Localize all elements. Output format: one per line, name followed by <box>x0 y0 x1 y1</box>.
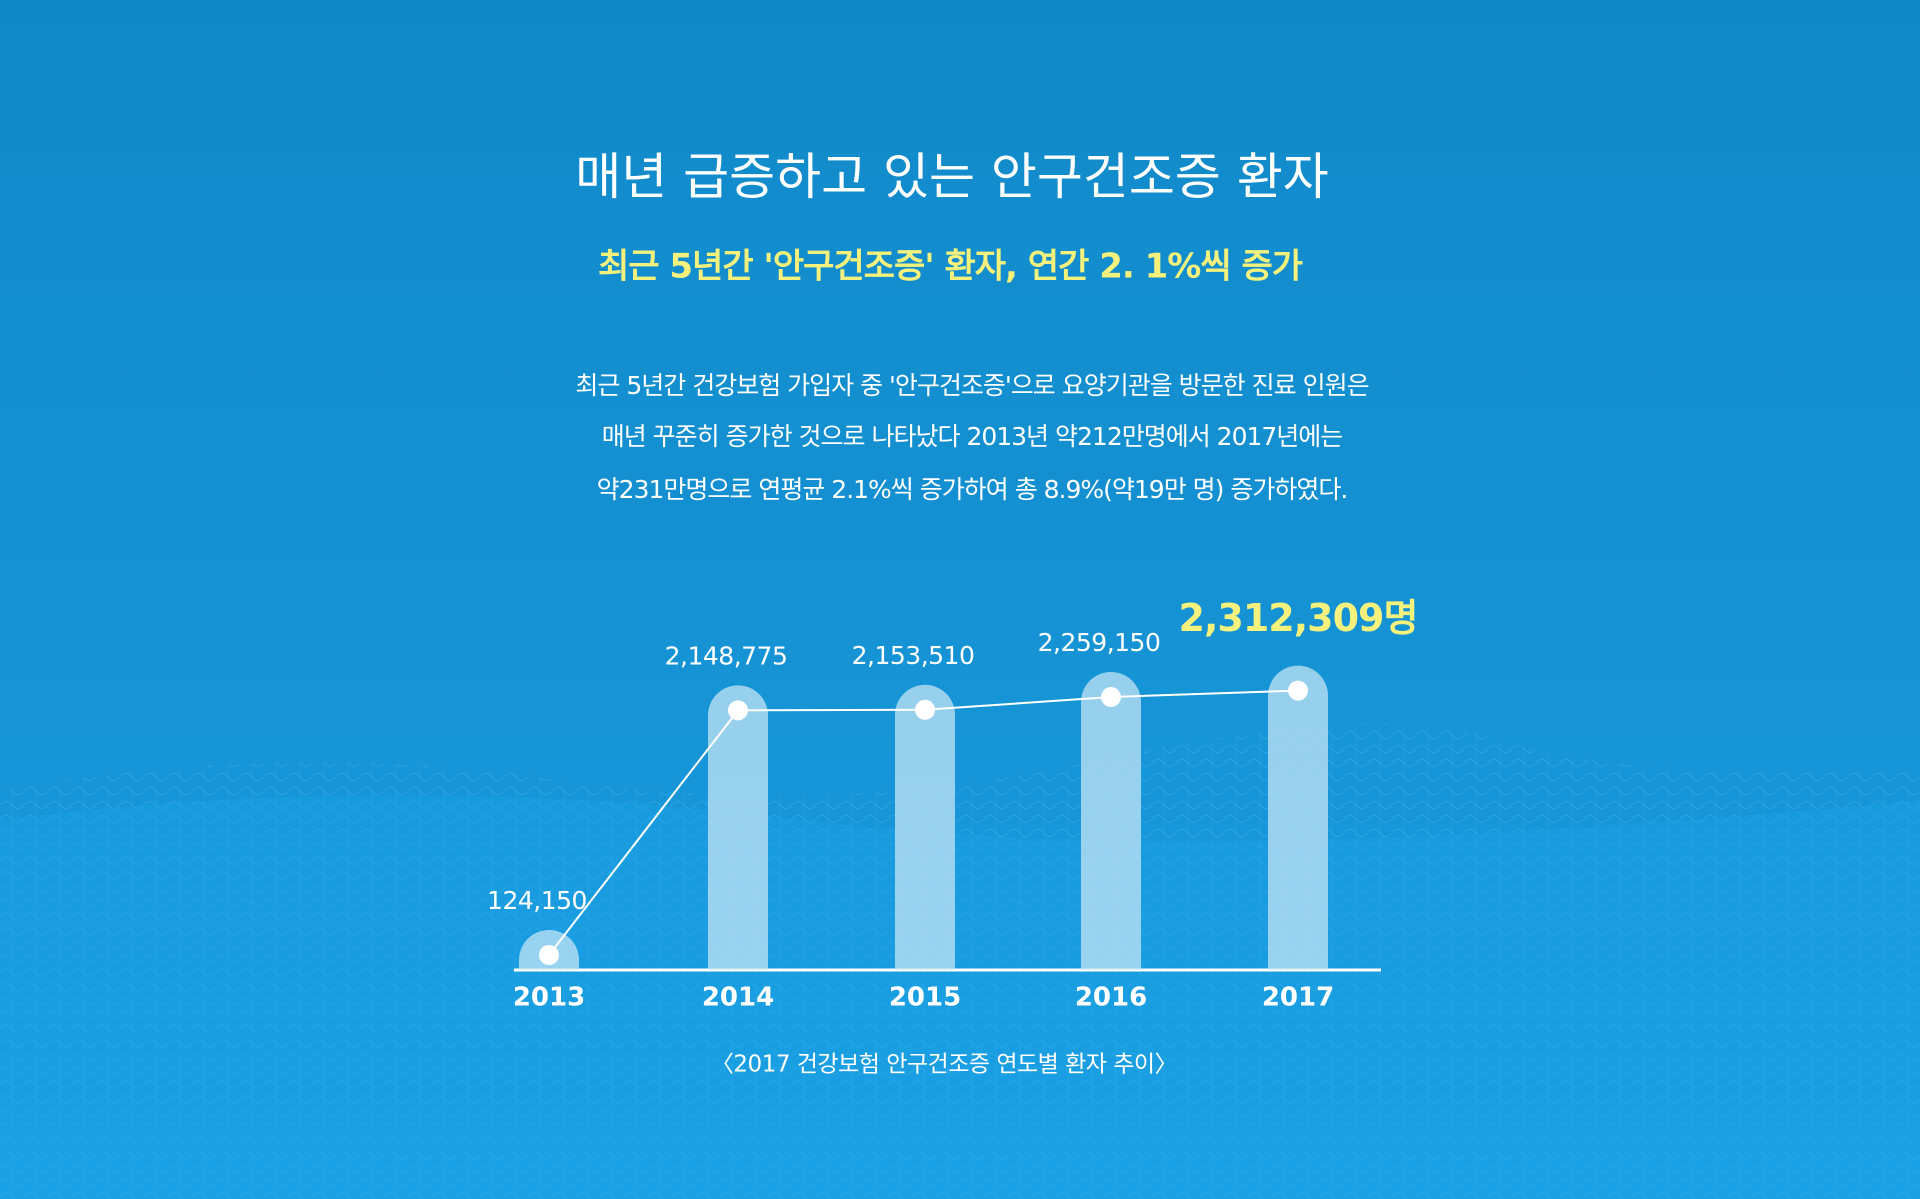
value-label: 2,259,150 <box>1038 628 1161 657</box>
value-label: 2,148,775 <box>665 641 788 670</box>
bar <box>1081 672 1141 970</box>
value-label: 2,153,510 <box>852 641 975 670</box>
description-line: 최근 5년간 건강보험 가입자 중 '안구건조증'으로 요양기관을 방문한 진료… <box>575 371 1368 400</box>
value-label: 124,150 <box>487 886 587 915</box>
caption: 〈2017 건강보험 안구건조증 연도별 환자 추이〉 <box>711 1052 1177 1078</box>
x-tick-label: 2015 <box>889 983 961 1013</box>
bar <box>1268 665 1328 970</box>
bar <box>708 685 768 970</box>
point <box>915 699 935 720</box>
title: 매년 급증하고 있는 안구건조증 환자 <box>575 148 1329 206</box>
x-tick-label: 2014 <box>702 983 774 1013</box>
x-tick-label: 2013 <box>513 983 585 1013</box>
wave-decoration <box>0 724 1920 1199</box>
x-tick-label: 2017 <box>1262 983 1334 1013</box>
subtitle: 최근 5년간 '안구건조증' 환자, 연간 2. 1%씩 증가 <box>598 247 1303 287</box>
point <box>1101 687 1121 708</box>
bar <box>895 684 955 970</box>
point <box>728 700 748 721</box>
point <box>1288 680 1308 701</box>
description-line: 약231만명으로 연평균 2.1%씩 증가하여 총 8.9%(약19만 명) 증… <box>597 475 1348 504</box>
wave-decoration <box>0 795 1920 1199</box>
point <box>539 944 559 965</box>
description-line: 매년 꾸준히 증가한 것으로 나타났다 2013년 약212만명에서 2017년… <box>602 422 1343 451</box>
x-tick-label: 2016 <box>1075 983 1147 1013</box>
value-label: 2,312,309명 <box>1179 596 1418 640</box>
